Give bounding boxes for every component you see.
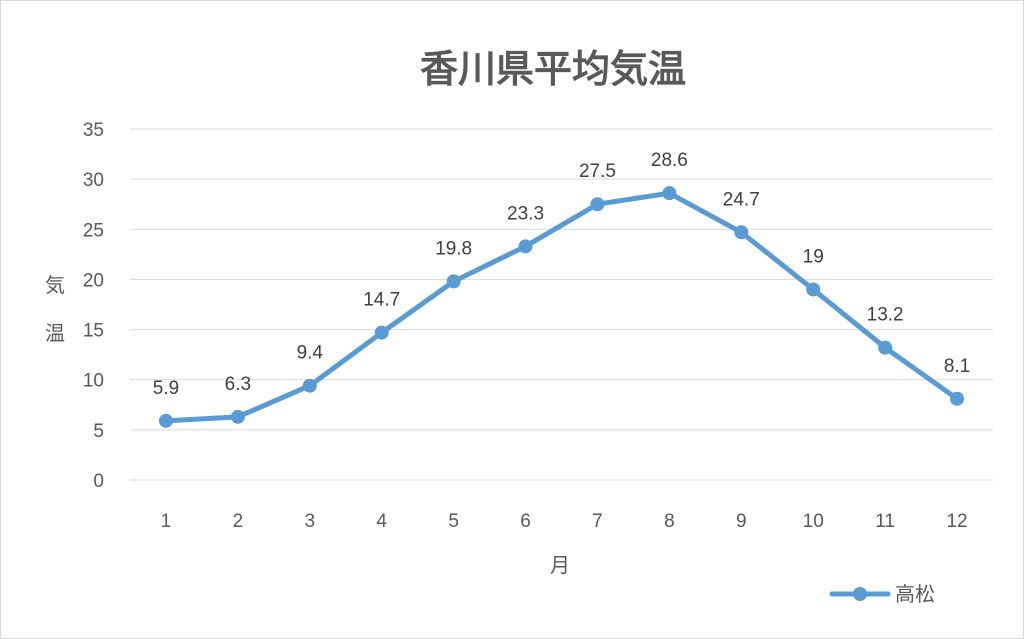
data-label: 14.7 (363, 290, 400, 311)
data-point[interactable] (230, 409, 245, 424)
y-tick-label: 25 (83, 220, 104, 241)
data-label: 19.8 (435, 238, 472, 259)
data-label: 13.2 (867, 305, 904, 326)
x-tick-label: 5 (448, 511, 459, 532)
series-line (163, 190, 960, 424)
chart-title: 香川県平均気温 (420, 47, 686, 91)
x-tick-label: 1 (161, 511, 172, 532)
legend-label: 高松 (895, 582, 935, 606)
data-point[interactable] (734, 225, 749, 240)
data-point[interactable] (302, 378, 317, 393)
x-tick-label: 6 (520, 511, 531, 532)
data-label: 28.6 (651, 150, 688, 171)
x-tick-label: 8 (664, 511, 675, 532)
data-label: 9.4 (297, 343, 324, 364)
x-tick-label: 12 (946, 511, 967, 532)
x-axis-label: 月 (550, 553, 570, 577)
y-tick-label: 20 (83, 270, 104, 291)
y-axis-ticks: 0 5 10 15 20 25 30 35 (83, 120, 104, 492)
data-labels: 5.9 6.3 9.4 14.7 19.8 23.3 27.5 28.6 24.7 19 13.2 8… (153, 150, 971, 399)
data-point[interactable] (950, 391, 965, 406)
series-takamatsu (158, 186, 965, 428)
data-point[interactable] (878, 340, 893, 355)
data-label: 23.3 (507, 203, 544, 224)
x-tick-label: 10 (803, 511, 824, 532)
gridlines (130, 128, 993, 481)
x-tick-label: 3 (305, 511, 316, 532)
legend[interactable]: 高松 (829, 582, 935, 606)
x-tick-label: 2 (233, 511, 244, 532)
data-label: 6.3 (225, 374, 251, 395)
y-tick-label: 0 (93, 471, 104, 492)
y-tick-label: 30 (83, 170, 104, 191)
data-point[interactable] (518, 239, 533, 254)
legend-marker (853, 587, 867, 601)
y-tick-label: 5 (93, 421, 104, 442)
y-tick-label: 10 (83, 371, 104, 392)
data-point[interactable] (662, 186, 677, 201)
data-label: 19 (803, 246, 824, 267)
y-tick-label: 15 (83, 321, 104, 342)
x-tick-label: 4 (376, 511, 387, 532)
data-label: 8.1 (944, 356, 970, 377)
x-tick-label: 11 (875, 511, 895, 532)
data-point[interactable] (446, 274, 461, 289)
data-point[interactable] (590, 197, 605, 212)
x-tick-label: 9 (736, 511, 747, 532)
y-axis-label: 気 温 (45, 273, 65, 345)
x-tick-label: 7 (592, 511, 603, 532)
data-label: 24.7 (723, 189, 760, 210)
data-point[interactable] (374, 325, 389, 340)
data-label: 27.5 (579, 161, 616, 182)
y-axis-label-char-2: 温 (45, 321, 65, 345)
y-axis-label-char-1: 気 (45, 273, 65, 297)
x-axis-ticks: 1 2 3 4 5 6 7 8 9 10 11 12 (161, 511, 968, 532)
data-point[interactable] (806, 282, 821, 297)
data-point[interactable] (158, 413, 173, 428)
data-label: 5.9 (153, 378, 179, 399)
y-tick-label: 35 (83, 120, 104, 141)
